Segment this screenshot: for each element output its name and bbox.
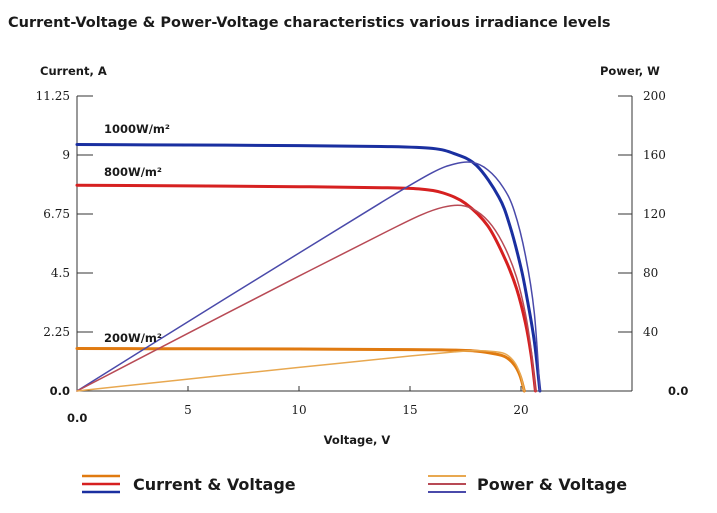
series-line-current-200	[75, 347, 526, 393]
y-left-tick-label: 9	[62, 148, 70, 162]
y-left-tick-label: 0.0	[50, 384, 70, 398]
plot-area	[76, 96, 633, 392]
y-left-tick-label: 2.25	[43, 325, 70, 339]
y-axis-right-ticks: 0.0 40 80 120 160 200	[618, 89, 688, 398]
x-tick-label: 10	[291, 403, 306, 417]
legend-entry-current: Current & Voltage	[82, 474, 296, 494]
y-right-tick-label: 200	[643, 89, 666, 103]
x-tick-label: 20	[513, 403, 528, 417]
y-left-tick-label: 6.75	[43, 207, 70, 221]
y-right-tick-label: 120	[643, 207, 666, 221]
chart-title: Current-Voltage & Power-Voltage characte…	[8, 15, 611, 31]
series-line-power-200	[76, 349, 526, 392]
y-axis-left-ticks: 0.0 2.25 4.5 6.75 9 11.25	[36, 89, 93, 398]
x-tick-label: 0.0	[67, 411, 87, 425]
y-left-tick-label: 4.5	[51, 266, 70, 280]
x-tick-label: 15	[402, 403, 417, 417]
annotation-1000: 1000W/m²	[104, 122, 170, 136]
legend-label-power: Power & Voltage	[477, 475, 627, 494]
series-line-power-800	[76, 204, 537, 392]
annotation-200: 200W/m²	[104, 331, 162, 345]
series-line-current-800	[75, 183, 537, 393]
legend: Current & Voltage Power & Voltage	[82, 474, 627, 494]
series-line-power-1000	[76, 161, 541, 392]
y-axis-left-label: Current, A	[40, 64, 107, 78]
legend-entry-power: Power & Voltage	[428, 475, 627, 494]
legend-label-current: Current & Voltage	[133, 475, 296, 494]
series-line-current-1000	[75, 143, 542, 393]
y-axis-right-label: Power, W	[600, 64, 660, 78]
y-right-tick-label: 80	[643, 266, 658, 280]
x-tick-label: 5	[184, 403, 192, 417]
series-layer	[75, 143, 542, 393]
y-right-tick-label: 160	[643, 148, 666, 162]
y-right-tick-label: 40	[643, 325, 658, 339]
x-axis-label: Voltage, V	[324, 433, 391, 447]
y-left-tick-label: 11.25	[36, 89, 70, 103]
annotation-800: 800W/m²	[104, 165, 162, 179]
x-axis-ticks: 0.0 5 10 15 20	[67, 386, 529, 425]
y-right-tick-label: 0.0	[668, 384, 688, 398]
